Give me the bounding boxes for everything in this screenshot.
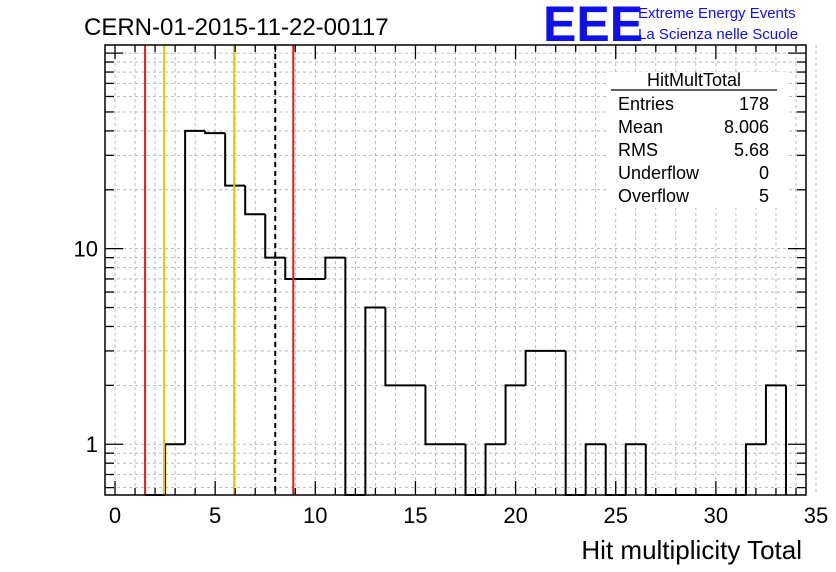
histogram-bin <box>164 443 186 495</box>
stats-row-value: 8.006 <box>724 117 769 137</box>
x-tick-label: 30 <box>704 503 728 528</box>
histogram-bin <box>224 133 246 187</box>
y-tick-labels: 1 10 <box>74 237 98 458</box>
histogram-bin <box>744 443 766 495</box>
stats-box-bg <box>608 72 786 208</box>
stats-row-label: Overflow <box>618 186 690 206</box>
histogram-bin <box>584 443 606 495</box>
eee-logo-line1: Extreme Energy Events <box>638 5 796 22</box>
stats-row-label: Mean <box>618 117 663 137</box>
y-tick-label: 10 <box>74 237 98 262</box>
plot-frame <box>104 44 807 496</box>
axis-ticks <box>105 45 806 495</box>
histogram-bin <box>424 385 446 446</box>
x-tick-label: 25 <box>603 503 627 528</box>
histogram-bin <box>764 384 786 445</box>
x-tick-label: 5 <box>209 503 221 528</box>
chart-title: CERN-01-2015-11-22-00117 <box>84 14 389 41</box>
stats-row-value: 5 <box>759 186 769 206</box>
eee-logo-line2: La Scienza nelle Scuole <box>638 26 798 43</box>
stats-row-value: 178 <box>739 94 769 114</box>
histogram-bin <box>244 185 266 216</box>
stats-row-label: RMS <box>618 140 658 160</box>
histogram-bin <box>624 443 646 495</box>
histogram-bin <box>484 443 506 495</box>
eee-logo-mark: EEE <box>543 0 643 52</box>
histogram-bin <box>464 444 486 496</box>
x-tick-label: 0 <box>109 503 121 528</box>
histogram-bin <box>364 306 386 495</box>
x-tick-label: 15 <box>403 503 427 528</box>
x-axis-label: Hit multiplicity Total <box>581 535 802 565</box>
marker-lines <box>144 45 295 495</box>
x-tick-labels: 0 5 10 15 20 25 30 35 <box>109 503 828 528</box>
stats-row-label: Entries <box>618 94 674 114</box>
stats-row-value: 5.68 <box>734 140 769 160</box>
x-tick-label: 10 <box>303 503 327 528</box>
histogram-bin <box>184 129 206 445</box>
grid-lines <box>105 45 817 495</box>
x-tick-label: 35 <box>804 503 828 528</box>
stats-row-label: Underflow <box>618 163 700 183</box>
x-tick-label: 20 <box>503 503 527 528</box>
histogram-bin <box>644 444 666 496</box>
y-tick-label: 1 <box>86 432 98 457</box>
histogram-bin <box>504 384 526 445</box>
stats-name: HitMultTotal <box>647 70 741 90</box>
stats-box: HitMultTotal Entries 178 Mean 8.006 RMS 5.68 U… <box>608 70 786 208</box>
histogram-bin <box>264 214 286 259</box>
histogram-bars <box>145 129 787 496</box>
histogram-bin <box>324 256 346 279</box>
histogram-bin <box>204 130 226 135</box>
histogram-bin <box>284 257 306 280</box>
stats-row-value: 0 <box>759 163 769 183</box>
histogram-bin <box>384 307 406 387</box>
histogram-bin <box>524 349 546 386</box>
